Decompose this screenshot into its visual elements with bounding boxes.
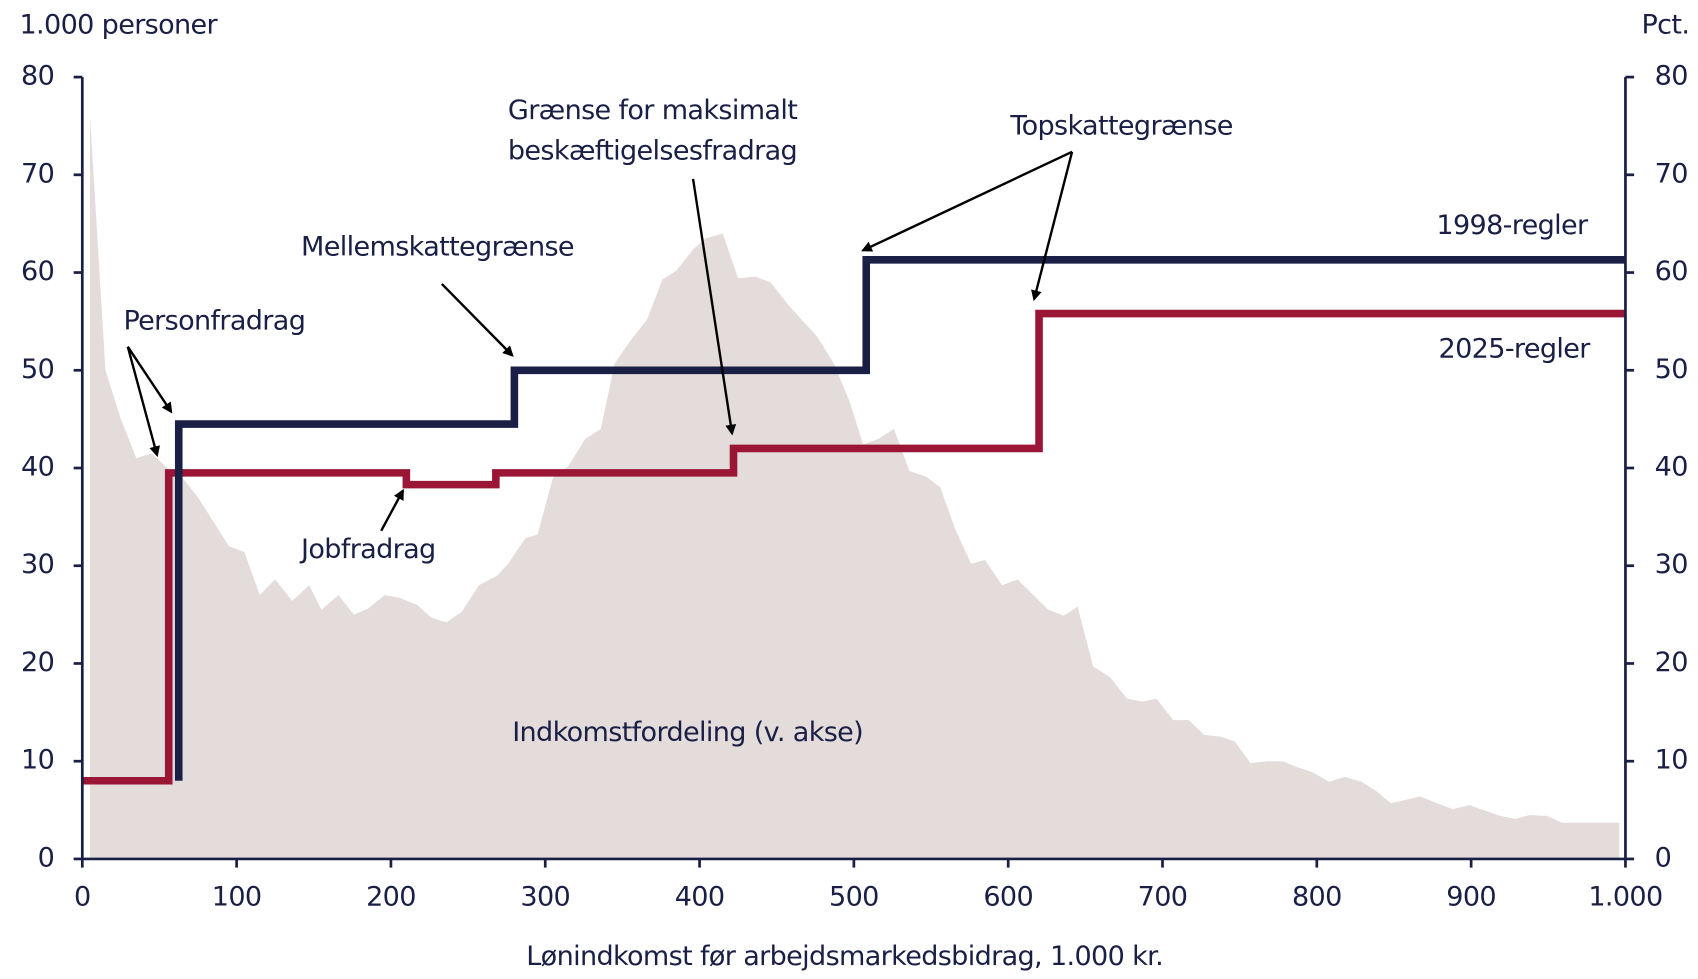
- y-tick-label: 20: [21, 647, 54, 678]
- y-tick-label: 10: [21, 745, 54, 776]
- y2-tick-label: 80: [1655, 61, 1688, 92]
- x-tick-label: 0: [74, 881, 91, 912]
- arrow: [126, 346, 160, 458]
- y-tick-label: 30: [21, 549, 54, 580]
- y2-tick-label: 0: [1655, 842, 1672, 873]
- annotation: Personfradrag: [123, 305, 305, 336]
- arrow: [1031, 151, 1074, 302]
- line-layer: [82, 256, 1626, 785]
- x-tick-label: 100: [212, 881, 262, 912]
- x-tick-label: 200: [366, 881, 416, 912]
- y2-tick-label: 50: [1655, 354, 1688, 385]
- y2-tick-label: 60: [1655, 256, 1688, 287]
- annotation: beskæftigelsesfradrag: [508, 135, 797, 166]
- annotation-arrows: [126, 150, 1074, 532]
- y2-axis-label: Pct.: [1642, 10, 1690, 41]
- annotation: Mellemskattegrænse: [301, 232, 574, 263]
- y-tick-label: 0: [38, 842, 55, 873]
- y2-tick-label: 70: [1655, 158, 1688, 189]
- step-line: [82, 309, 1626, 785]
- y2-tick-label: 30: [1655, 549, 1688, 580]
- y-tick-label: 70: [21, 158, 54, 189]
- annotation: Grænse for maksimalt: [508, 95, 797, 126]
- y-tick-label: 50: [21, 354, 54, 385]
- x-tick-label: 500: [829, 881, 879, 912]
- x-tick-label: 800: [1292, 881, 1342, 912]
- arrow: [691, 178, 737, 436]
- annotation: Jobfradrag: [299, 534, 436, 565]
- y-tick-label: 40: [21, 452, 54, 483]
- x-tick-label: 400: [675, 881, 725, 912]
- x-axis-label: Lønindkomst før arbejdsmarkedsbidrag, 1.…: [526, 941, 1163, 972]
- distribution-area: [90, 116, 1620, 859]
- step-line: [174, 256, 1626, 781]
- y2-tick-label: 10: [1655, 745, 1688, 776]
- arrow: [380, 488, 404, 532]
- arrow: [861, 150, 1073, 252]
- area-layer: [90, 116, 1620, 859]
- legend-label: 2025-regler: [1439, 333, 1592, 364]
- x-tick-label: 600: [983, 881, 1033, 912]
- x-tick-label: 900: [1446, 881, 1496, 912]
- legend-label: 1998-regler: [1436, 210, 1589, 241]
- y2-tick-label: 40: [1655, 452, 1688, 483]
- arrow: [440, 283, 514, 357]
- arrow: [126, 346, 173, 414]
- y2-tick-label: 20: [1655, 647, 1688, 678]
- y-tick-label: 80: [21, 61, 54, 92]
- y-axis-label: 1.000 personer: [19, 10, 218, 41]
- y-tick-label: 60: [21, 256, 54, 287]
- distribution-label: Indkomstfordeling (v. akse): [512, 717, 863, 748]
- x-tick-label: 300: [520, 881, 570, 912]
- x-tick-label: 1.000: [1588, 881, 1662, 912]
- annotation: Topskattegrænse: [1009, 110, 1232, 141]
- x-tick-label: 700: [1138, 881, 1188, 912]
